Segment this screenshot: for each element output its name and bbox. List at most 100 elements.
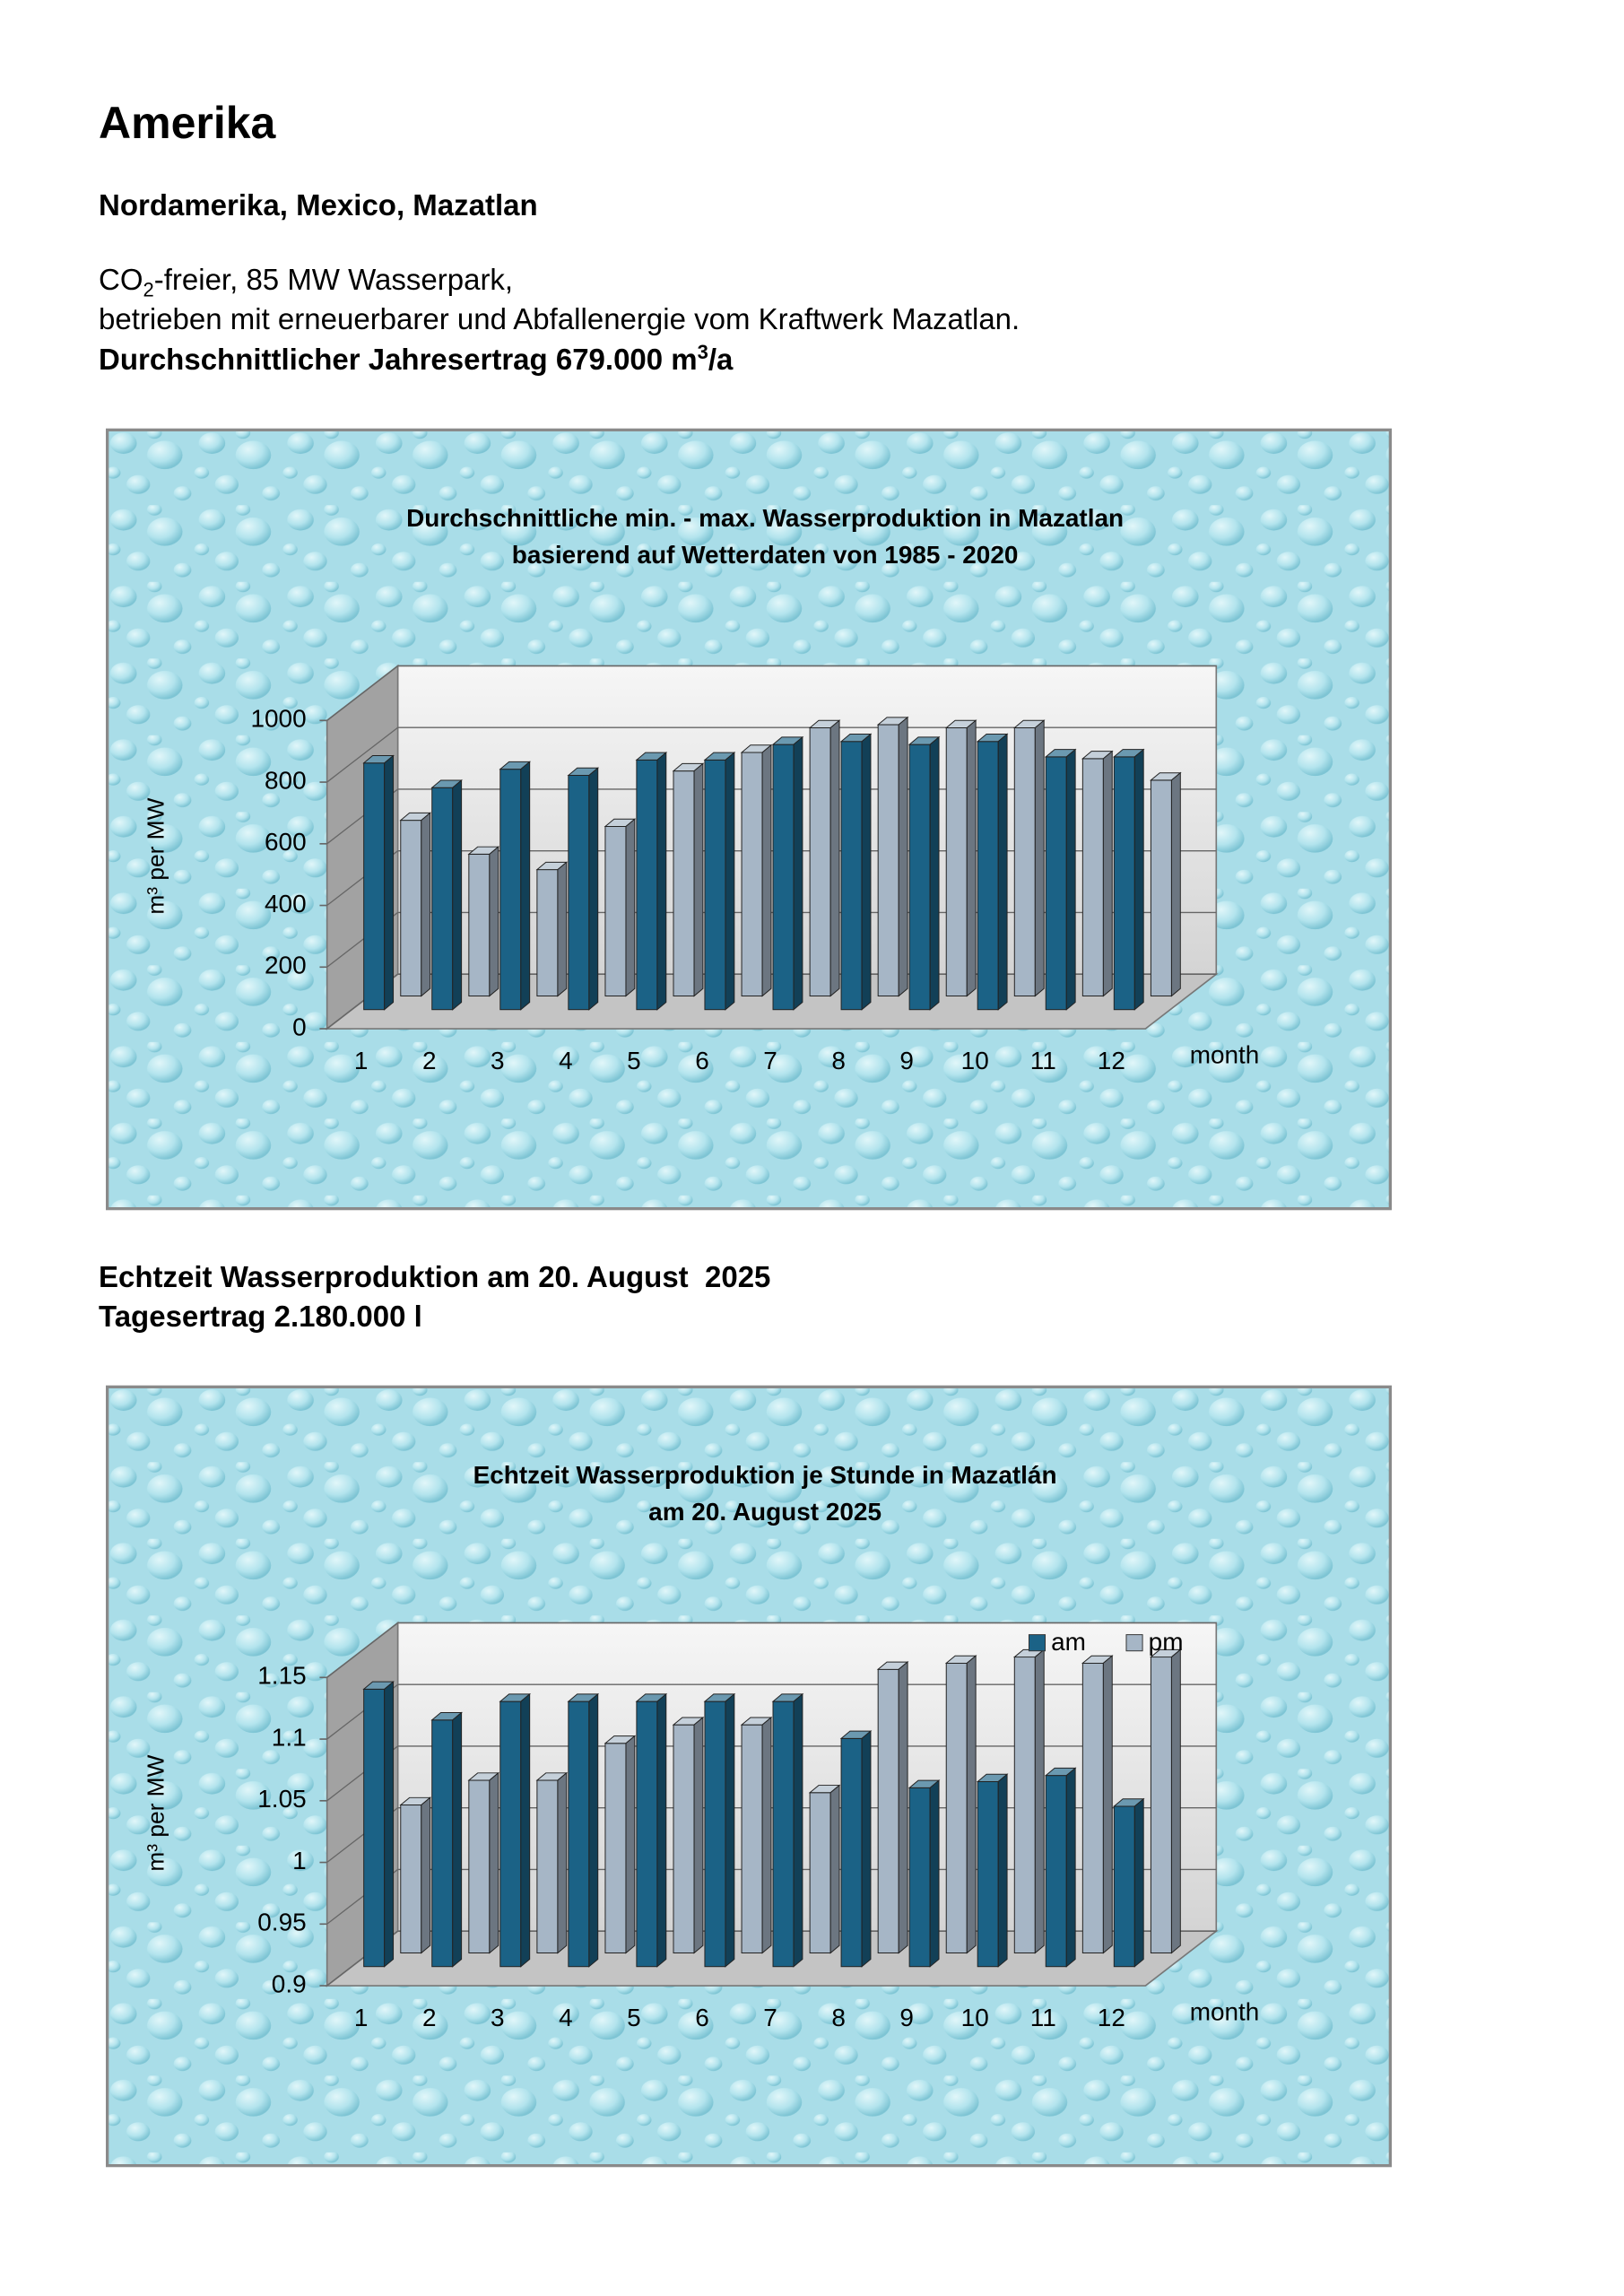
- x-tick-label: 3: [491, 2004, 505, 2031]
- bar: [431, 1719, 454, 1968]
- bar: [704, 759, 726, 1011]
- bar-side: [625, 818, 636, 997]
- x-tick-label: 8: [831, 2004, 846, 2031]
- text-line: betrieben mit erneuerbarer und Abfallene…: [99, 302, 1020, 335]
- bar-side: [520, 761, 531, 1011]
- bar: [604, 1743, 627, 1954]
- bar-side: [452, 1711, 463, 1968]
- bar-side: [966, 1655, 977, 1954]
- bar-side: [997, 1773, 1008, 1968]
- y-tick-label: 600: [265, 828, 307, 856]
- bar-side: [1065, 748, 1076, 1011]
- bar-side: [1034, 1648, 1045, 1954]
- x-tick-label: 9: [899, 2004, 914, 2031]
- bar-side: [557, 861, 568, 997]
- y-tick-label: 1.15: [257, 1662, 306, 1690]
- bar: [977, 1781, 999, 1968]
- bar: [536, 1779, 559, 1954]
- bar-side: [656, 752, 667, 1011]
- subscript: 2: [143, 278, 154, 301]
- bar: [908, 744, 931, 1011]
- text: -freier, 85 MW Wasserpark,: [153, 263, 514, 296]
- bar: [877, 1668, 899, 1954]
- y-tick-label: 1.05: [257, 1785, 306, 1813]
- bar: [977, 741, 999, 1011]
- bar-side: [656, 1692, 667, 1968]
- chart: Durchschnittliche min. - max. Wasserprod…: [106, 428, 1392, 1211]
- text-line: CO2-freier, 85 MW Wasserpark,: [99, 263, 513, 302]
- x-tick-label: 7: [763, 1047, 777, 1074]
- bar-side: [1034, 719, 1045, 997]
- bar-side: [693, 762, 704, 997]
- bar-side: [452, 778, 463, 1011]
- bar-side: [1102, 750, 1113, 997]
- bar: [704, 1700, 726, 1968]
- bar-side: [793, 735, 803, 1011]
- bar: [363, 1688, 386, 1968]
- bar: [840, 1737, 863, 1968]
- bar: [604, 825, 627, 997]
- bar-side: [793, 1692, 803, 1968]
- grid-line: [326, 1622, 399, 1678]
- bar-side: [898, 1661, 908, 1954]
- text: Durchschnittlicher Jahresertrag 679.000 …: [99, 343, 698, 376]
- bar: [673, 1724, 695, 1954]
- bar-side: [725, 752, 735, 1011]
- x-tick-label: 6: [695, 2004, 709, 2031]
- text-line: Durchschnittlicher Jahresertrag 679.000 …: [99, 341, 733, 377]
- bar-side: [557, 1771, 568, 1954]
- heading: Amerika: [99, 98, 276, 148]
- y-tick-label: 1.1: [272, 1723, 307, 1751]
- bar: [568, 775, 590, 1011]
- legend-swatch: [1028, 1634, 1046, 1652]
- x-tick-label: 8: [831, 1047, 846, 1074]
- bar: [1081, 1662, 1104, 1954]
- bar: [1150, 1657, 1172, 1954]
- bar-side: [761, 744, 772, 997]
- bar-side: [1065, 1767, 1076, 1968]
- bar: [400, 1805, 422, 1954]
- x-tick-label: 11: [1030, 1047, 1056, 1074]
- bar: [945, 726, 968, 997]
- bar-side: [1170, 1648, 1181, 1954]
- bar: [1013, 726, 1036, 997]
- bar-side: [997, 733, 1008, 1011]
- bar: [1045, 1775, 1067, 1968]
- bar-side: [1170, 771, 1181, 997]
- x-axis-label: month: [1190, 1998, 1260, 2026]
- y-tick-label: 0.95: [257, 1909, 306, 1936]
- bar: [809, 726, 831, 997]
- bar: [1113, 756, 1135, 1011]
- bar-side: [489, 1771, 499, 1954]
- x-tick-label: 5: [627, 2004, 641, 2031]
- bar: [1150, 779, 1172, 997]
- y-tick-label: 400: [265, 890, 307, 918]
- y-tick-label: 1000: [250, 705, 306, 733]
- region: Nordamerika, Mexico, Mazatlan: [99, 188, 538, 222]
- chart-subtitle: am 20. August 2025: [648, 1498, 881, 1526]
- x-tick-label: 2: [422, 2004, 437, 2031]
- bar: [1045, 756, 1067, 1011]
- bar-side: [829, 1784, 840, 1954]
- x-tick-label: 5: [627, 1047, 641, 1074]
- x-tick-label: 7: [763, 2004, 777, 2031]
- bar: [400, 820, 422, 997]
- bar: [1081, 758, 1104, 997]
- text: /a: [708, 343, 734, 376]
- x-tick-label: 4: [559, 2004, 573, 2031]
- bar-side: [520, 1692, 531, 1968]
- x-tick-label: 12: [1098, 1047, 1125, 1074]
- bar: [772, 1700, 795, 1968]
- bar: [772, 744, 795, 1011]
- bar: [499, 769, 522, 1011]
- x-tick-label: 9: [899, 1047, 914, 1074]
- bar-side: [966, 719, 977, 997]
- bar-side: [588, 1692, 599, 1968]
- bar: [499, 1700, 522, 1968]
- x-tick-label: 10: [961, 1047, 989, 1074]
- y-tick-label: 200: [265, 952, 307, 979]
- daily-yield: Tagesertrag 2.180.000 l: [99, 1300, 422, 1333]
- bar: [468, 1779, 491, 1954]
- y-axis-label: m³ per MW: [143, 797, 169, 914]
- bar-side: [761, 1716, 772, 1954]
